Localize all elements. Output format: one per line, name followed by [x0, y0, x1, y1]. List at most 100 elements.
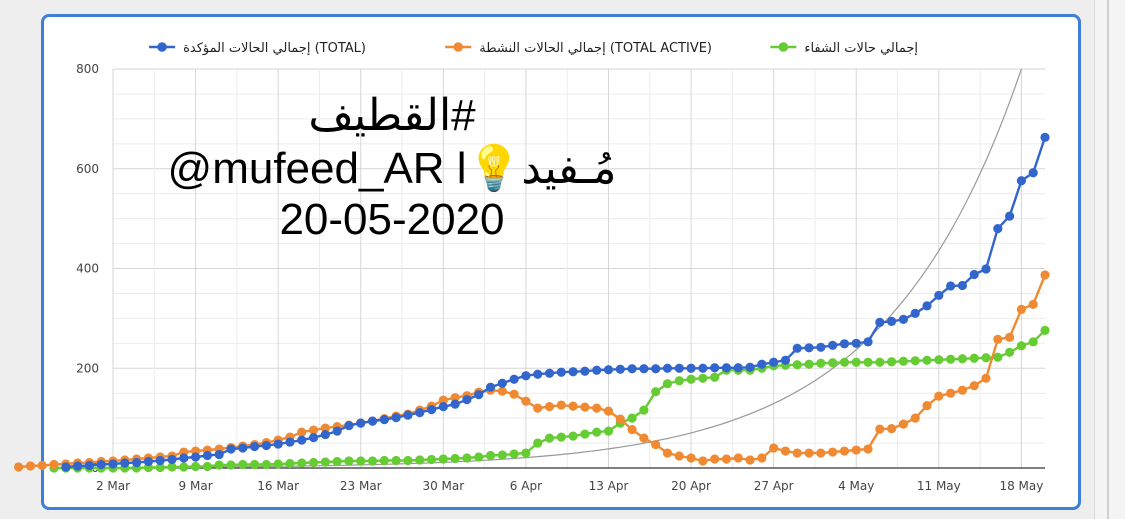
data-point — [61, 462, 71, 472]
data-point — [556, 367, 566, 377]
data-point — [698, 456, 708, 466]
data-point — [828, 340, 838, 350]
data-point — [1040, 325, 1050, 335]
data-point — [415, 455, 425, 465]
data-point — [981, 264, 991, 274]
data-point — [509, 389, 519, 399]
data-point — [910, 308, 920, 318]
data-point — [344, 421, 354, 431]
data-point — [261, 459, 271, 470]
data-point — [202, 450, 212, 461]
data-point — [792, 448, 802, 458]
data-point — [934, 391, 944, 401]
x-tick-label: 20 Apr — [671, 479, 711, 493]
data-point — [214, 460, 224, 470]
series-layer — [14, 132, 1050, 473]
data-point — [969, 269, 979, 280]
overlay-date: 20-05-2020 — [279, 195, 504, 244]
data-point — [898, 356, 909, 366]
data-point — [592, 365, 602, 375]
data-point — [816, 358, 826, 368]
data-point — [533, 438, 543, 448]
data-point — [73, 461, 83, 471]
data-point — [96, 459, 106, 470]
data-point — [214, 449, 224, 460]
data-point — [580, 402, 590, 412]
data-point — [1005, 347, 1015, 357]
data-point — [297, 435, 307, 445]
data-point — [639, 433, 649, 443]
data-point — [875, 317, 885, 327]
data-point — [639, 405, 649, 415]
data-point — [651, 364, 661, 374]
data-point — [946, 388, 956, 398]
y-tick-label: 200 — [76, 361, 99, 375]
data-point — [828, 447, 838, 457]
data-point — [710, 372, 720, 382]
data-point — [226, 444, 236, 454]
data-point — [804, 359, 814, 369]
data-point — [757, 359, 767, 369]
data-point — [332, 456, 342, 467]
data-point — [887, 423, 897, 434]
data-point — [238, 459, 248, 470]
data-point — [544, 402, 555, 412]
data-point — [1028, 299, 1038, 310]
data-point — [686, 374, 696, 384]
data-point — [426, 454, 437, 465]
data-point — [686, 363, 696, 373]
data-point — [804, 343, 814, 353]
data-point — [379, 455, 389, 466]
data-point — [1028, 168, 1038, 178]
data-point — [344, 456, 354, 466]
data-point — [485, 450, 496, 461]
x-tick-label: 30 Mar — [422, 479, 464, 493]
data-point — [875, 357, 885, 367]
x-tick-label: 18 May — [999, 479, 1043, 493]
data-point — [249, 459, 260, 470]
data-point — [898, 314, 909, 324]
data-point — [946, 281, 956, 291]
grid-lines — [112, 68, 1045, 469]
x-tick-label: 13 Apr — [589, 479, 629, 493]
y-tick-label: 600 — [76, 162, 99, 176]
data-point — [297, 458, 307, 468]
data-point — [839, 357, 850, 367]
data-point — [910, 413, 920, 423]
data-point — [733, 363, 743, 373]
data-point — [320, 429, 330, 440]
data-point — [356, 418, 366, 428]
data-point — [403, 410, 413, 420]
legend-marker-dot — [778, 42, 789, 52]
data-point — [863, 444, 873, 454]
data-point — [533, 403, 543, 413]
data-point — [993, 352, 1003, 362]
data-point — [556, 432, 566, 442]
legend-label: إجمالي الحالات المؤكدة (TOTAL) — [183, 41, 366, 56]
data-point — [485, 382, 496, 392]
legend-label: إجمالي الحالات النشطة (TOTAL ACTIVE) — [479, 41, 712, 56]
data-point — [37, 460, 47, 471]
data-point — [792, 360, 802, 370]
data-point — [745, 455, 755, 465]
data-point — [816, 342, 826, 352]
side-panel-edge — [1094, 0, 1125, 519]
data-point — [84, 460, 95, 471]
data-point — [261, 440, 271, 451]
data-point — [297, 427, 307, 437]
data-point — [839, 339, 850, 349]
data-point — [367, 416, 378, 426]
data-point — [143, 456, 153, 467]
x-tick-label: 11 May — [917, 479, 961, 493]
data-point — [285, 458, 295, 469]
data-point — [662, 448, 673, 458]
data-point — [934, 355, 944, 365]
data-point — [981, 373, 991, 383]
data-point — [733, 453, 743, 463]
data-point — [721, 454, 732, 464]
data-point — [497, 450, 507, 460]
data-point — [981, 353, 991, 363]
data-point — [568, 431, 578, 441]
data-point — [769, 443, 779, 453]
